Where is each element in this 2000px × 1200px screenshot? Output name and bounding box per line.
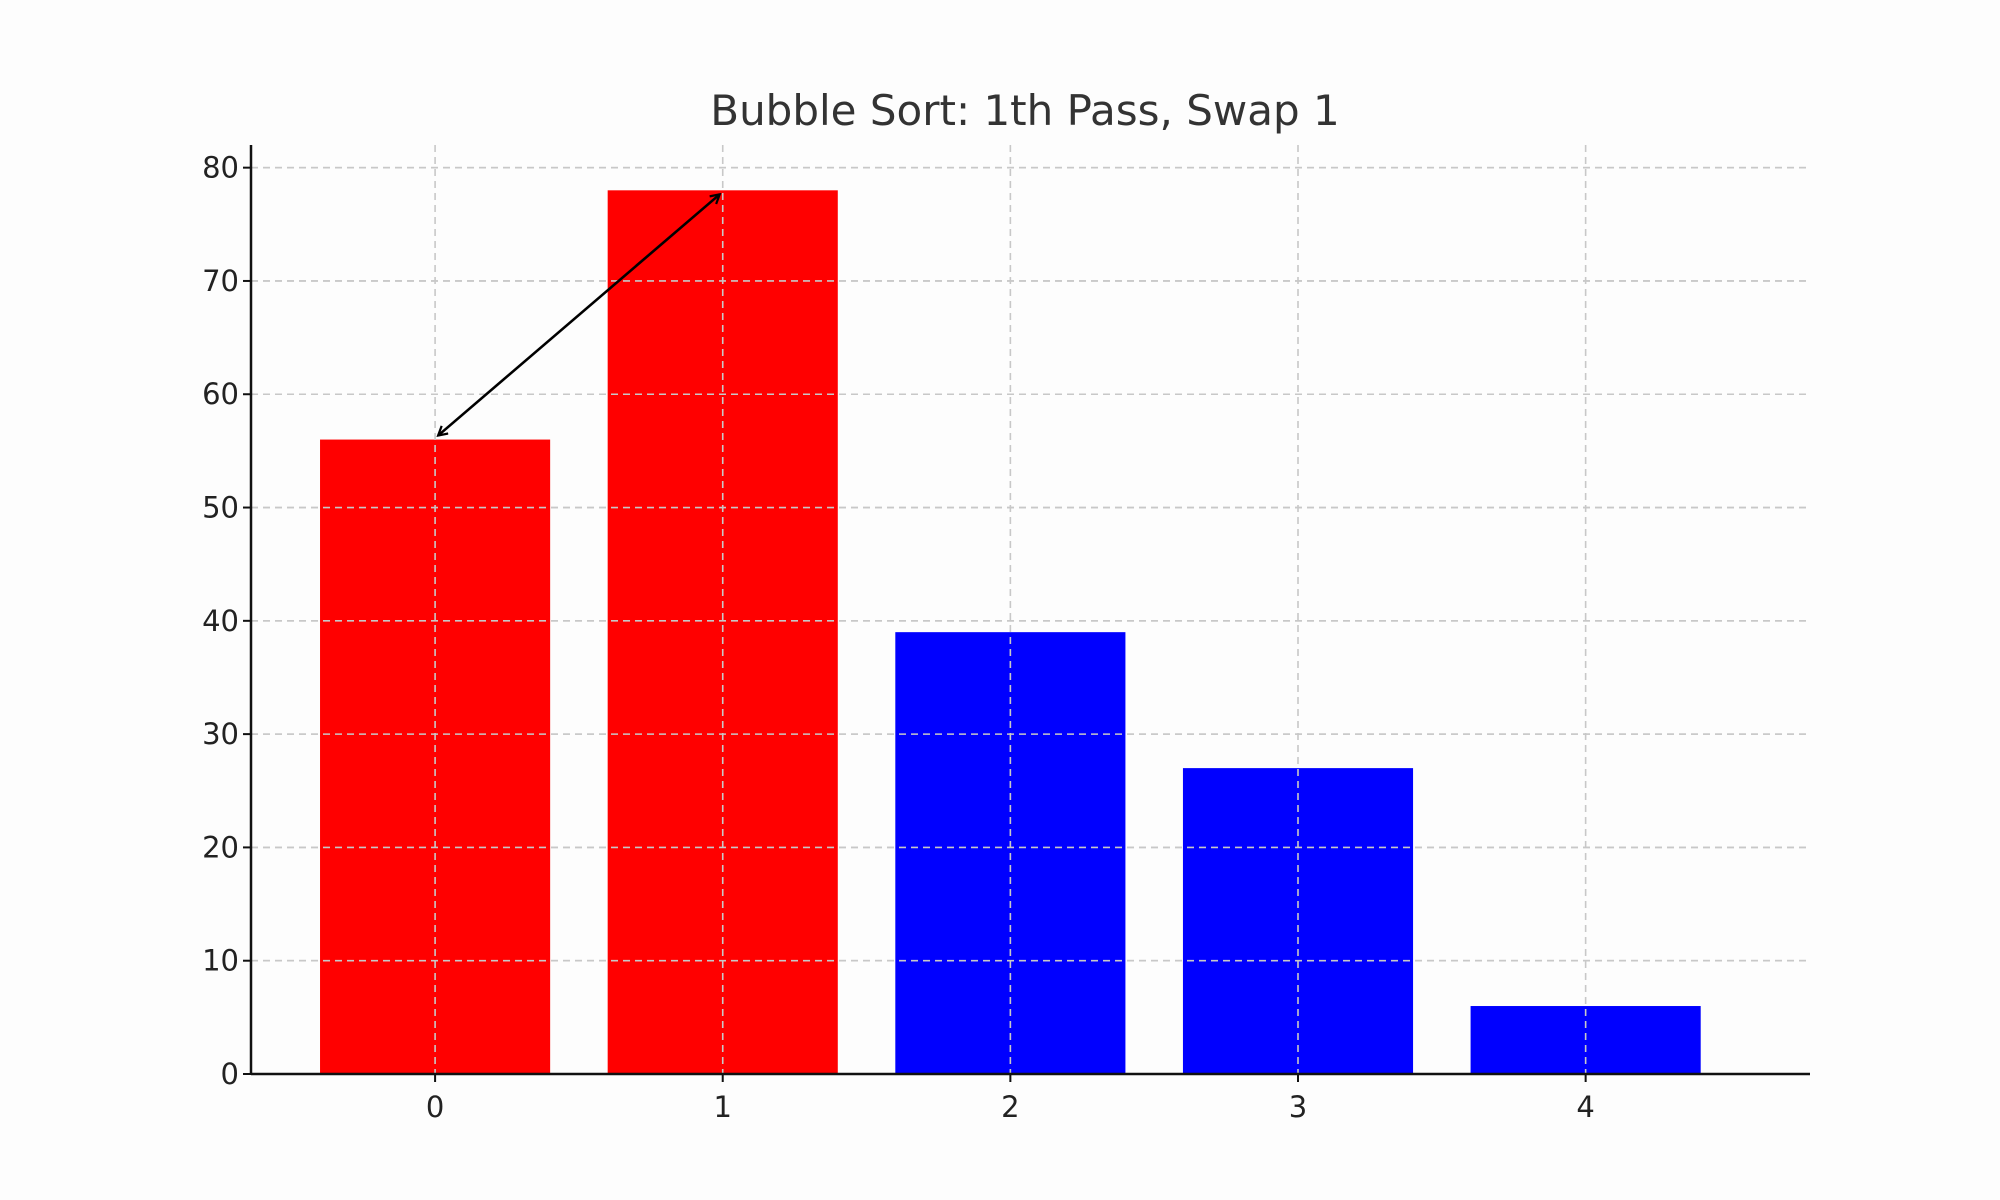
- swap-arrow: [438, 194, 720, 435]
- bar-3: [1182, 768, 1414, 1074]
- tick-labels: 0 10 20 30 40 50 60 70 80 0 1 2 3 4: [202, 151, 1595, 1124]
- y-tick-label: 40: [202, 604, 239, 638]
- y-tick-label: 80: [202, 151, 239, 185]
- x-tick-label: 1: [714, 1090, 732, 1124]
- x-tick-label: 0: [426, 1090, 444, 1124]
- y-tick-label: 70: [202, 264, 239, 298]
- y-tick-label: 10: [202, 944, 239, 978]
- x-tick-label: 3: [1289, 1090, 1307, 1124]
- x-tick-label: 2: [1001, 1090, 1019, 1124]
- y-tick-label: 50: [202, 491, 239, 525]
- annotations: [438, 194, 720, 435]
- y-tick-label: 20: [202, 830, 239, 864]
- chart-title: Bubble Sort: 1th Pass, Swap 1: [710, 86, 1340, 135]
- axes: [243, 145, 1810, 1082]
- y-tick-label: 30: [202, 717, 239, 751]
- vertical-grid: [251, 145, 1810, 1074]
- x-tick-label: 4: [1576, 1090, 1594, 1124]
- y-tick-label: 0: [221, 1057, 239, 1091]
- y-tick-label: 60: [202, 377, 239, 411]
